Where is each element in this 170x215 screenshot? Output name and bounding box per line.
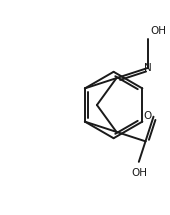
Text: OH: OH [150, 26, 166, 36]
Text: O: O [143, 111, 152, 121]
Text: N: N [144, 63, 152, 73]
Text: OH: OH [132, 168, 148, 178]
